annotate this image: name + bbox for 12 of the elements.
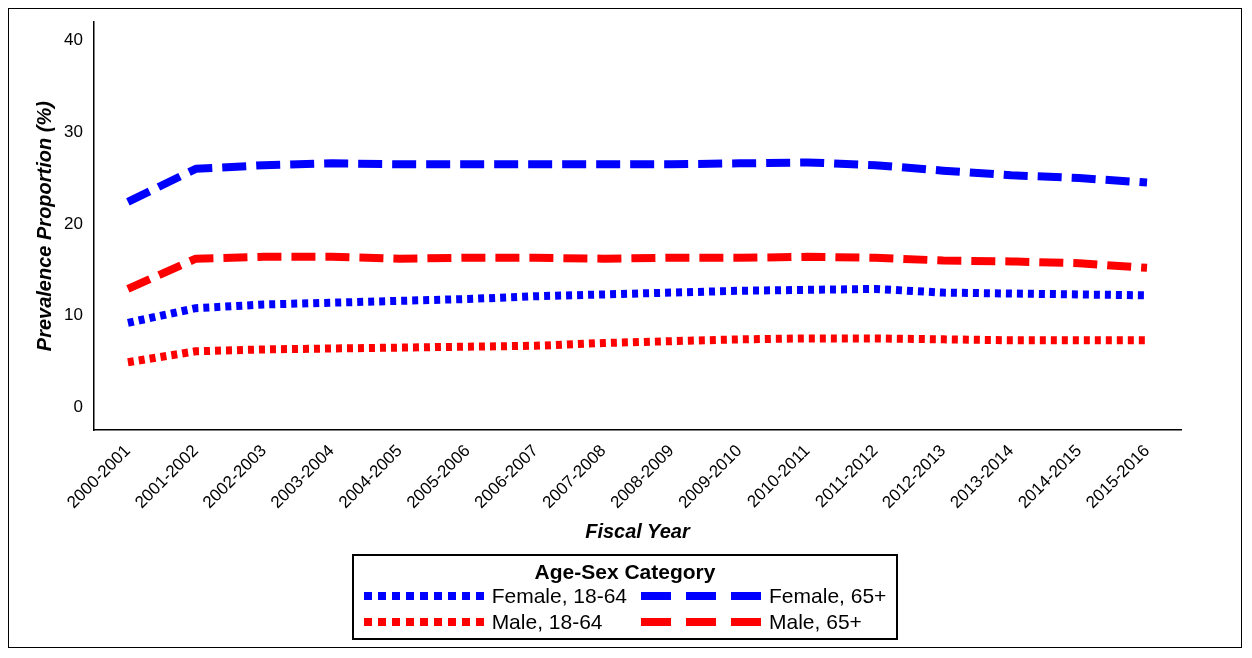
- y-tick-label: 10: [63, 305, 83, 325]
- legend-label: Male, 65+: [769, 610, 862, 634]
- legend-label: Female, 18-64: [491, 584, 628, 608]
- legend-label: Female, 65+: [769, 584, 887, 608]
- y-tick-label: 0: [73, 396, 83, 416]
- y-tick-label: 20: [63, 213, 83, 233]
- legend-title: Age-Sex Category: [533, 560, 717, 584]
- y-tick-label: 30: [63, 121, 83, 141]
- y-tick-label: 40: [63, 30, 83, 50]
- y-axis-title: Prevalence Proportion (%): [32, 100, 55, 352]
- legend-label: Male, 18-64: [491, 610, 603, 634]
- x-axis-title: Fiscal Year: [585, 519, 691, 542]
